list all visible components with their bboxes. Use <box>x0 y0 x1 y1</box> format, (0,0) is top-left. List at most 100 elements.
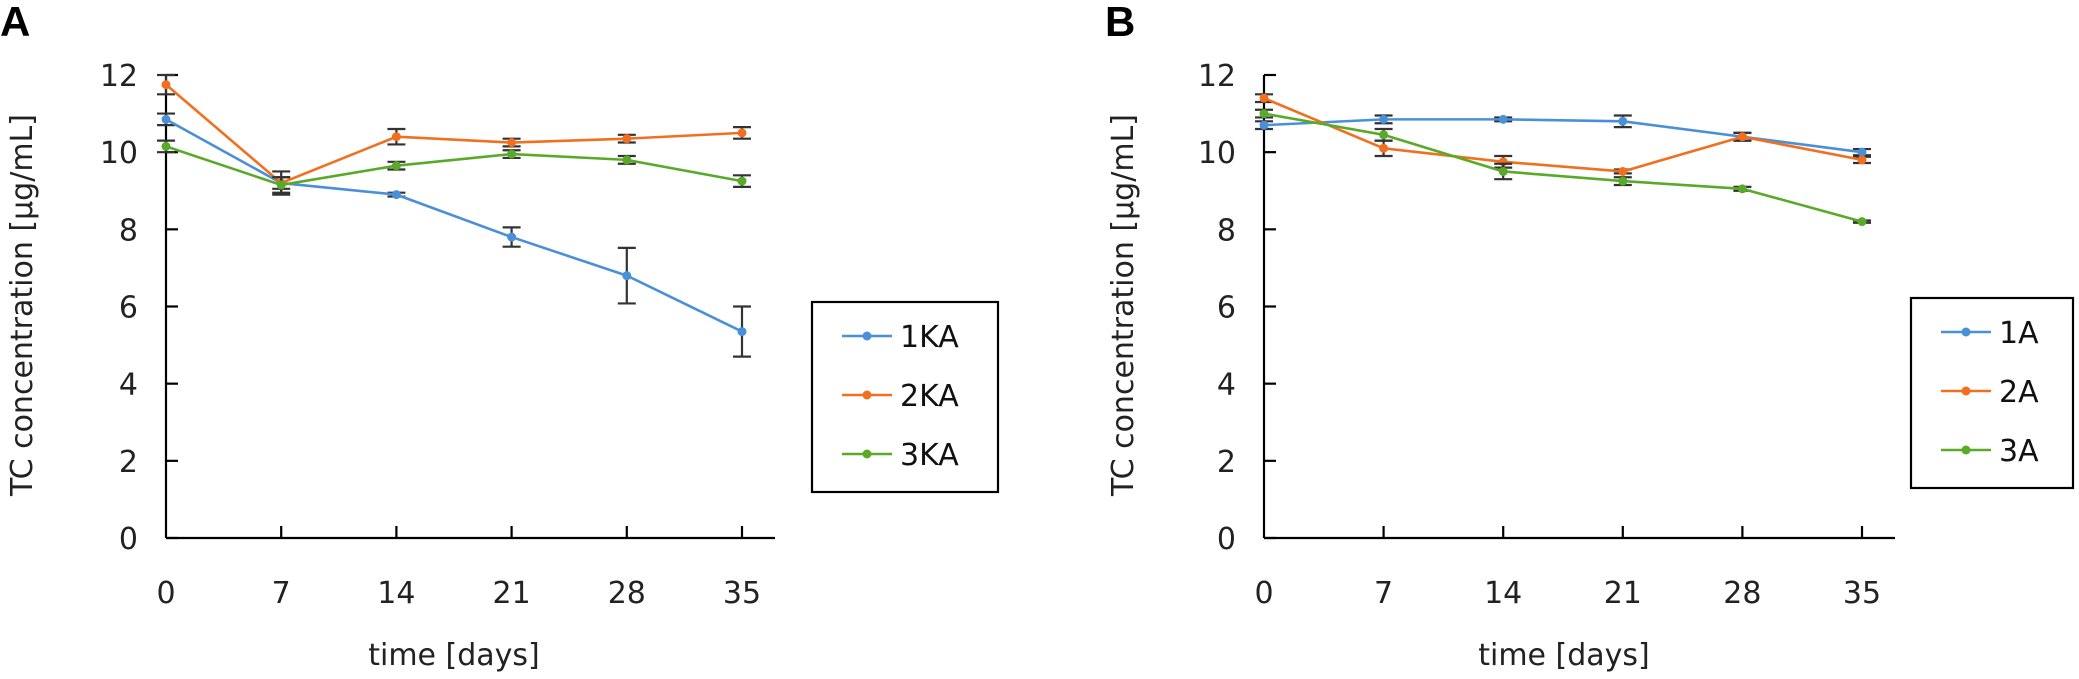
series-line <box>1263 96 1863 173</box>
legend-item: 3KA <box>842 438 959 473</box>
x-axis-title: time [days] <box>368 638 540 673</box>
series-line <box>165 83 743 185</box>
x-tick-label: 14 <box>377 576 415 611</box>
y-axis-title: TC concentration [µg/mL] <box>1106 114 1141 497</box>
data-point <box>391 132 401 142</box>
x-tick-label: 7 <box>1374 576 1393 611</box>
series-3KA <box>157 139 751 194</box>
series-2A <box>1255 93 1871 176</box>
data-point <box>622 271 632 281</box>
data-point <box>1259 93 1269 103</box>
data-point <box>737 128 747 138</box>
legend-label: 2A <box>1999 375 2039 410</box>
x-tick-label: 35 <box>723 576 761 611</box>
y-tick-label: 12 <box>100 59 138 94</box>
data-point <box>391 161 401 171</box>
legend-b: 1A 2A 3A <box>1909 296 2075 490</box>
series-line <box>165 145 743 187</box>
x-tick-label: 0 <box>156 576 175 611</box>
data-point <box>1618 166 1628 176</box>
data-point <box>507 138 517 148</box>
series-layer-b <box>1255 93 1871 227</box>
x-tick-label: 7 <box>272 576 291 611</box>
data-point <box>622 155 632 165</box>
y-tick-label: 4 <box>119 368 138 403</box>
data-point <box>161 141 171 151</box>
legend-swatch-marker <box>862 331 872 341</box>
data-point <box>1857 155 1867 165</box>
series-line <box>165 118 743 333</box>
legend-item: 3A <box>1941 434 2039 469</box>
panel-a: A TC concentration [µg/mL] time [days] 0… <box>0 0 1000 673</box>
data-point <box>1379 114 1389 124</box>
panel-b: B TC concentration [µg/mL] time [days] 0… <box>1105 0 2075 673</box>
data-point <box>1618 176 1628 186</box>
y-tick-label: 2 <box>119 445 138 480</box>
y-tick-label: 10 <box>100 136 138 171</box>
legend-label: 1A <box>1999 316 2039 351</box>
data-point <box>1737 132 1747 142</box>
series-1A <box>1255 114 1871 157</box>
data-point <box>161 114 171 124</box>
data-point <box>1498 114 1508 124</box>
x-axis-title: time [days] <box>1478 638 1650 673</box>
data-point <box>276 180 286 190</box>
panel-letter-b: B <box>1105 0 1135 45</box>
data-point <box>161 80 171 90</box>
series-2KA <box>157 73 751 196</box>
data-point <box>1498 166 1508 176</box>
x-tick-label: 28 <box>608 576 646 611</box>
data-point <box>737 327 747 337</box>
legend-swatch-marker <box>1961 386 1971 396</box>
x-tick-label: 14 <box>1484 576 1522 611</box>
y-tick-label: 4 <box>1217 368 1236 403</box>
x-tick-label: 0 <box>1254 576 1273 611</box>
legend-item: 1KA <box>842 320 959 355</box>
legend-a: 1KA 2KA 3KA <box>810 300 1000 494</box>
data-point <box>1857 217 1867 227</box>
legend-item: 2A <box>1941 375 2039 410</box>
data-point <box>507 149 517 159</box>
legend-swatch-marker <box>862 449 872 459</box>
x-tick-label: 35 <box>1843 576 1881 611</box>
legend-swatch-marker <box>862 390 872 400</box>
legend-box <box>1909 296 2075 490</box>
data-point <box>1618 116 1628 126</box>
data-point <box>391 190 401 200</box>
legend-item: 1A <box>1941 316 2039 351</box>
panel-letter-a: A <box>0 0 30 45</box>
series-line <box>1263 112 1863 223</box>
x-tick-label: 21 <box>493 576 531 611</box>
y-tick-label: 6 <box>119 291 138 326</box>
data-point <box>1259 120 1269 130</box>
y-tick-label: 10 <box>1198 136 1236 171</box>
y-tick-label: 8 <box>1217 213 1236 248</box>
data-point <box>1379 130 1389 140</box>
data-point <box>507 232 517 242</box>
legend-label: 2KA <box>900 379 959 414</box>
legend-swatch-marker <box>1961 327 1971 337</box>
legend-swatch-marker <box>1961 445 1971 455</box>
y-tick-label: 0 <box>119 522 138 557</box>
data-point <box>737 176 747 186</box>
legend-item: 2KA <box>842 379 959 414</box>
legend-label: 3KA <box>900 438 959 473</box>
data-point <box>1259 109 1269 119</box>
data-point <box>1737 184 1747 194</box>
y-tick-label: 0 <box>1217 522 1236 557</box>
x-tick-label: 28 <box>1723 576 1761 611</box>
x-tick-label: 21 <box>1604 576 1642 611</box>
legend-label: 3A <box>1999 434 2039 469</box>
data-point <box>1379 143 1389 153</box>
data-point <box>1857 147 1867 157</box>
series-3A <box>1255 108 1871 227</box>
y-tick-label: 8 <box>119 213 138 248</box>
series-1KA <box>157 112 751 358</box>
data-point <box>622 134 632 144</box>
axes-b: 0 2 4 6 8 10 12 0 7 14 21 28 35 <box>1198 59 1895 611</box>
legend-box <box>810 300 1000 494</box>
y-tick-label: 6 <box>1217 291 1236 326</box>
axes-a: 0 2 4 6 8 10 12 0 7 14 21 28 35 <box>100 59 775 611</box>
y-tick-label: 12 <box>1198 59 1236 94</box>
